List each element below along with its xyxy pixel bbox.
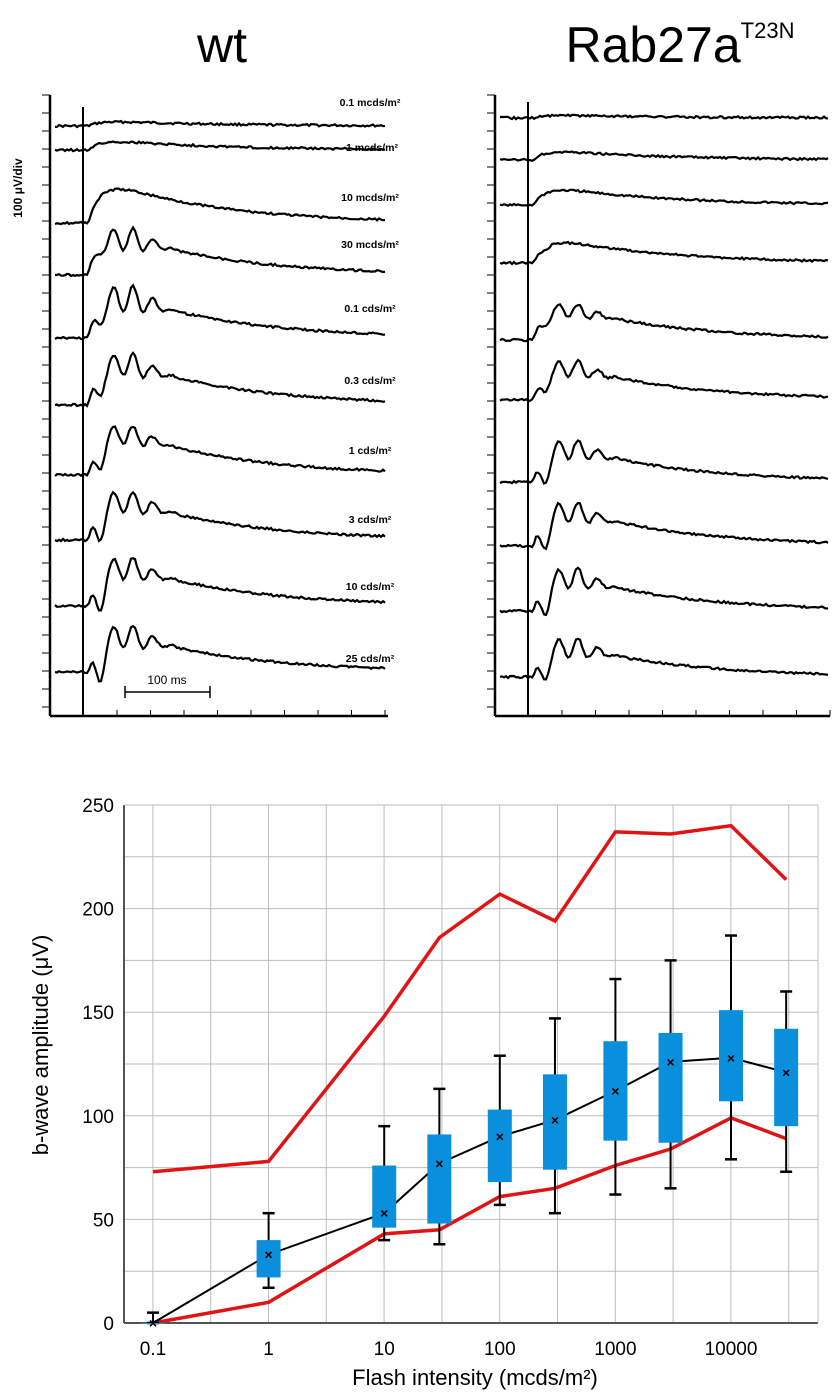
intensity-label: 0.3 cds/m² (344, 375, 396, 387)
erg-trace (499, 501, 829, 551)
b-wave-chart: × × × × × × × × × × 0 50 100 150 200 250 0.1 1 10 100 1000 1… (28, 796, 819, 1390)
median-line (152, 1056, 787, 1324)
iqr-box (542, 1074, 567, 1170)
x-axis-label: Flash intensity (mcds/m²) (352, 1365, 598, 1390)
box-2: × (372, 1124, 397, 1242)
x-tick-label: 0.1 (140, 1339, 166, 1360)
rab27a-title: Rab27aT23N (566, 17, 795, 73)
erg-trace (55, 119, 386, 129)
erg-trace (499, 303, 829, 343)
intensity-labels: 0.1 mcds/m² 1 mcds/m² 10 mcds/m² 30 mcds… (340, 97, 401, 665)
box-5: × (542, 1017, 567, 1215)
wt-title: wt (196, 17, 247, 73)
rab27a-erg-traces (499, 113, 829, 681)
chart-lines (152, 823, 788, 1325)
x-tick-label: 10 (374, 1339, 395, 1360)
iqr-box (427, 1134, 452, 1224)
intensity-label: 1 cds/m² (349, 445, 392, 457)
erg-trace (499, 566, 829, 617)
intensity-label: 25 cds/m² (346, 653, 395, 665)
intensity-label: 3 cds/m² (349, 514, 392, 526)
median-marker: × (551, 1112, 559, 1128)
box-8: × (719, 934, 743, 1161)
y-tick-label: 50 (93, 1210, 114, 1231)
erg-trace (499, 188, 829, 208)
intensity-label: 0.1 cds/m² (344, 303, 396, 315)
erg-trace (54, 557, 386, 612)
erg-trace (54, 490, 386, 543)
erg-trace (54, 283, 386, 341)
iqr-box (658, 1032, 683, 1143)
erg-trace (499, 240, 829, 266)
box-7: × (658, 959, 683, 1190)
median-marker: × (380, 1205, 388, 1221)
median-marker: × (782, 1064, 790, 1080)
rab27a-title-sup: T23N (741, 18, 795, 43)
x-tick-label: 10000 (705, 1339, 758, 1360)
median-marker: × (611, 1083, 619, 1099)
iqr-box (487, 1109, 512, 1183)
median-marker: × (149, 1315, 157, 1331)
time-scale-label: 100 ms (147, 673, 186, 687)
iqr-box (603, 1041, 628, 1141)
erg-trace (54, 225, 386, 278)
wt-erg-traces (54, 119, 386, 683)
iqr-box (141, 1323, 165, 1324)
median-marker: × (496, 1129, 504, 1145)
iqr-box (256, 1240, 281, 1278)
median-marker: × (265, 1247, 273, 1263)
intensity-label: 10 cds/m² (346, 581, 395, 593)
box-4: × (487, 1054, 512, 1207)
erg-trace (499, 358, 829, 402)
chart-grid (123, 804, 819, 1324)
box-3: × (427, 1087, 452, 1246)
x-tick-label: 1 (263, 1339, 274, 1360)
lower-range-line (152, 1115, 787, 1325)
y-tick-label: 0 (103, 1314, 114, 1335)
y-axis-label: b-wave amplitude (μV) (28, 935, 53, 1156)
iqr-box (774, 1028, 799, 1127)
iqr-box (372, 1165, 397, 1228)
erg-trace (54, 624, 386, 683)
rab27a-title-main: Rab27a (566, 17, 741, 73)
intensity-label: 30 mcds/m² (341, 239, 399, 251)
chart-ticks: 0 50 100 150 200 250 0.1 1 10 100 1000 10000 (82, 796, 757, 1360)
median-marker: × (666, 1054, 674, 1070)
erg-trace (54, 425, 386, 478)
x-tick-label: 100 (484, 1339, 516, 1360)
median-marker: × (435, 1155, 443, 1171)
amplitude-scale-label: 100 μV/div (11, 158, 25, 218)
intensity-label: 10 mcds/m² (341, 192, 399, 204)
y-tick-label: 150 (82, 1003, 114, 1024)
iqr-box (719, 1010, 743, 1102)
y-tick-label: 200 (82, 900, 114, 921)
x-tick-label: 1000 (594, 1339, 636, 1360)
box-6: × (603, 977, 628, 1196)
rab27a-erg-panel (487, 94, 831, 718)
upper-range-line (152, 823, 788, 1174)
wt-erg-panel (42, 94, 388, 718)
erg-trace (54, 187, 385, 226)
chart-boxes: × × × × × × × × × × (141, 934, 799, 1331)
intensity-label: 0.1 mcds/m² (340, 97, 401, 109)
erg-trace (499, 637, 829, 681)
erg-trace (54, 140, 385, 153)
y-tick-label: 100 (82, 1107, 114, 1128)
erg-trace (499, 439, 829, 485)
erg-trace (500, 113, 829, 121)
box-1: × (256, 1211, 281, 1290)
median-marker: × (727, 1050, 735, 1066)
y-tick-label: 250 (82, 796, 114, 817)
box-9: × (774, 990, 799, 1173)
box-0: × (141, 1311, 165, 1331)
time-scale-bar (124, 686, 211, 698)
erg-trace (499, 150, 829, 162)
erg-trace (54, 351, 386, 408)
